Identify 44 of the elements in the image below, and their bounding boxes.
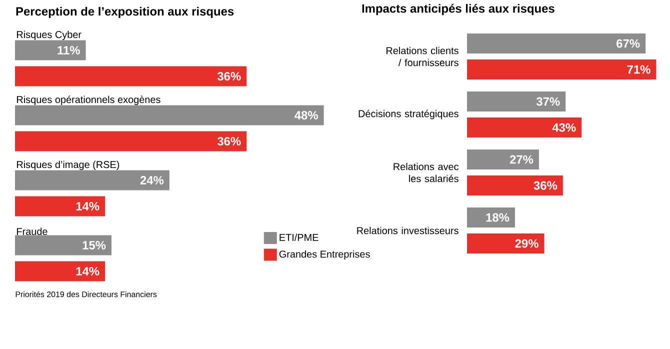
y-tick-label: Risques opérationnels exogènes	[17, 96, 160, 106]
bar	[15, 170, 170, 190]
data-label: 67%	[616, 39, 640, 48]
data-label: 15%	[82, 241, 106, 250]
data-label: 27%	[510, 155, 534, 164]
y-tick-label: Relations investisseurs	[357, 226, 458, 234]
bar	[15, 235, 112, 256]
chart-title: Perception de l’exposition aux risques	[16, 6, 234, 18]
y-tick-label: Relations clients / fournisseurs	[386, 46, 458, 66]
y-tick-label: Décisions stratégiques	[358, 110, 458, 120]
data-label: 14%	[76, 267, 100, 276]
bar	[15, 131, 247, 152]
bar	[15, 196, 106, 216]
legend-label: Grandes Entreprises	[279, 250, 370, 260]
bar	[467, 34, 646, 54]
bar	[467, 60, 656, 80]
bar	[467, 92, 566, 112]
data-label: 29%	[515, 239, 538, 248]
bar	[15, 40, 86, 60]
bar	[467, 150, 539, 170]
y-tick-label: Risques d’image (RSE)	[17, 160, 120, 170]
bar	[467, 234, 544, 254]
bar	[15, 105, 324, 126]
data-label: 36%	[217, 72, 241, 80]
bar	[467, 208, 515, 228]
data-label: 48%	[294, 111, 318, 120]
data-label: 43%	[552, 123, 576, 132]
data-label: 24%	[140, 176, 164, 184]
bar	[15, 66, 247, 86]
bar	[15, 261, 106, 282]
chart-title: Impacts anticipés liés aux risques	[362, 4, 554, 16]
y-tick-label: Risques Cyber	[17, 30, 82, 40]
data-label: 71%	[627, 65, 650, 74]
data-label: 37%	[536, 97, 560, 106]
data-label: 36%	[534, 181, 558, 190]
bar	[467, 176, 563, 196]
bar	[467, 118, 582, 138]
y-tick-label: Fraude	[17, 228, 48, 236]
data-label: 14%	[76, 202, 100, 210]
data-label: 11%	[58, 46, 80, 54]
data-label: 36%	[217, 137, 241, 146]
data-label: 18%	[486, 213, 510, 222]
legend-label: ETI/PME	[280, 234, 318, 241]
y-tick-label: Relations avec les salariés	[394, 162, 459, 182]
